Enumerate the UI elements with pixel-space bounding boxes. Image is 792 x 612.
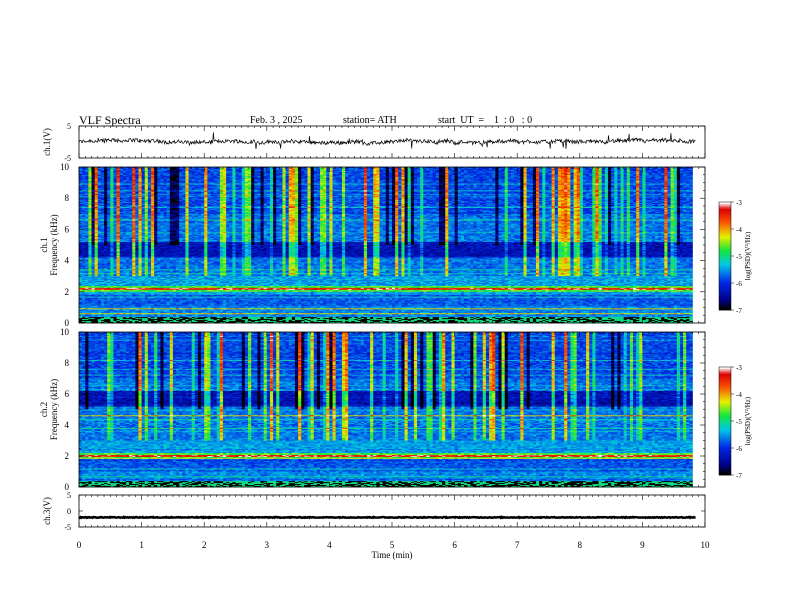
y-axis-label: ch.3(V) <box>42 497 52 525</box>
ch1-waveform-panel: 5-5ch.1(V) <box>42 122 705 163</box>
x-tick-label: 1 <box>139 540 144 550</box>
ch1-spectrogram-image <box>79 167 693 323</box>
ch3-waveform-panel: 5 0 -5 ch.3(V) <box>42 491 705 532</box>
y-axis-label-frequency: Frequency (kHz) <box>49 379 59 440</box>
y-tick-label: 6 <box>65 389 70 399</box>
x-tick-label: 4 <box>327 540 332 550</box>
time-axis: 0 1 2 3 4 5 6 7 8 9 10 Time (min) <box>77 540 710 560</box>
y-axis-label-channel: ch.1 <box>39 237 49 252</box>
colorbar-tick-label: -5 <box>736 418 742 426</box>
x-tick-label: 2 <box>202 540 207 550</box>
ch2-spectrogram-image <box>79 332 693 487</box>
y-tick-label: 4 <box>65 256 70 266</box>
colorbar-label: log(PSD)(V²/Hz) <box>744 231 752 280</box>
y-tick-label: 0 <box>67 507 71 516</box>
ch1-waveform-trace <box>79 132 696 149</box>
x-axis-label: Time (min) <box>372 550 413 560</box>
ch1-colorbar: -3 -4 -5 -6 -7 log(PSD)(V²/Hz) <box>719 199 752 315</box>
y-axis-label-channel: ch.2 <box>39 402 49 417</box>
y-tick-label: 5 <box>67 491 71 500</box>
colorbar-tick-label: -5 <box>736 253 742 261</box>
colorbar-tick-label: -6 <box>736 280 742 288</box>
y-tick-label: 8 <box>65 358 70 368</box>
x-tick-label: 0 <box>77 540 82 550</box>
x-tick-label: 5 <box>390 540 395 550</box>
colorbar-label: log(PSD)(V²/Hz) <box>744 396 752 445</box>
y-tick-label: 5 <box>67 122 71 131</box>
y-tick-label: 2 <box>65 287 70 297</box>
colorbar-tick-label: -4 <box>736 226 742 234</box>
y-tick-label: 4 <box>65 420 70 430</box>
ch3-waveform-trace <box>79 517 696 518</box>
y-tick-label: 10 <box>60 327 70 337</box>
x-tick-label: 3 <box>265 540 270 550</box>
colorbar-tick-label: -4 <box>736 391 742 399</box>
y-tick-label: 8 <box>65 193 70 203</box>
colorbar-tick-label: -3 <box>736 364 742 372</box>
x-tick-label: 8 <box>578 540 583 550</box>
x-tick-label: 10 <box>701 540 711 550</box>
x-tick-label: 7 <box>515 540 520 550</box>
colorbar-tick-label: -6 <box>736 445 742 453</box>
x-tick-label: 9 <box>640 540 645 550</box>
y-tick-label: -5 <box>64 523 71 532</box>
y-axis-label: ch.1(V) <box>42 128 52 156</box>
y-tick-label: 6 <box>65 224 70 234</box>
colorbar-tick-label: -7 <box>736 472 742 480</box>
vlf-spectra-figure: 5-5ch.1(V) 0246810ch.1 Frequency (kHz) 02… <box>0 0 792 612</box>
y-axis-label-frequency: Frequency (kHz) <box>49 214 59 275</box>
ch2-colorbar: -3 -4 -5 -6 -7 log(PSD)(V²/Hz) <box>719 364 752 480</box>
x-tick-label: 6 <box>452 540 457 550</box>
y-tick-label: 10 <box>60 162 70 172</box>
colorbar-tick-label: -7 <box>736 307 742 315</box>
colorbar-tick-label: -3 <box>736 199 742 207</box>
y-tick-label: 2 <box>65 451 70 461</box>
